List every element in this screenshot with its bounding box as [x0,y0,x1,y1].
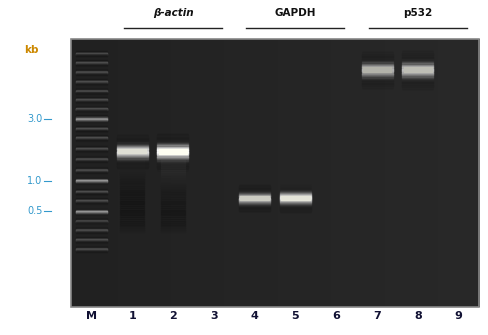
Text: 6: 6 [332,311,340,321]
Text: β-actin: β-actin [152,8,193,18]
Text: 7: 7 [372,311,380,321]
Text: M: M [86,311,97,321]
Text: 5: 5 [291,311,299,321]
Text: 1.0: 1.0 [27,176,42,186]
Text: 1: 1 [128,311,136,321]
Text: p532: p532 [403,8,432,18]
Text: GAPDH: GAPDH [274,8,316,18]
Text: kb: kb [24,45,39,55]
Text: 0.5: 0.5 [27,206,42,216]
Text: 9: 9 [454,311,462,321]
Text: 2: 2 [169,311,177,321]
Text: 8: 8 [413,311,421,321]
Text: 3: 3 [209,311,217,321]
Text: 4: 4 [250,311,258,321]
Text: 3.0: 3.0 [27,114,42,124]
